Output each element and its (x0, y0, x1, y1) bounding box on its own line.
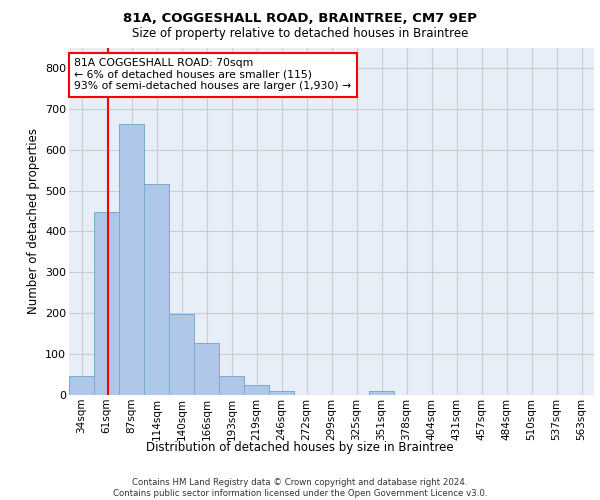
Bar (169, 314, 194, 395)
Bar (69, 376, 94, 395)
Text: Contains HM Land Registry data © Crown copyright and database right 2024.
Contai: Contains HM Land Registry data © Crown c… (113, 478, 487, 498)
Bar (244, 385, 269, 395)
Bar (269, 391, 294, 395)
Bar (219, 376, 244, 395)
Text: Distribution of detached houses by size in Braintree: Distribution of detached houses by size … (146, 441, 454, 454)
Bar (119, 124, 144, 395)
Bar (369, 391, 394, 395)
Text: 81A COGGESHALL ROAD: 70sqm
← 6% of detached houses are smaller (115)
93% of semi: 81A COGGESHALL ROAD: 70sqm ← 6% of detac… (74, 58, 352, 91)
Bar (194, 344, 219, 395)
Bar (144, 184, 169, 395)
Text: 81A, COGGESHALL ROAD, BRAINTREE, CM7 9EP: 81A, COGGESHALL ROAD, BRAINTREE, CM7 9EP (123, 12, 477, 26)
Text: Size of property relative to detached houses in Braintree: Size of property relative to detached ho… (132, 28, 468, 40)
Y-axis label: Number of detached properties: Number of detached properties (26, 128, 40, 314)
Bar (94, 212, 119, 395)
